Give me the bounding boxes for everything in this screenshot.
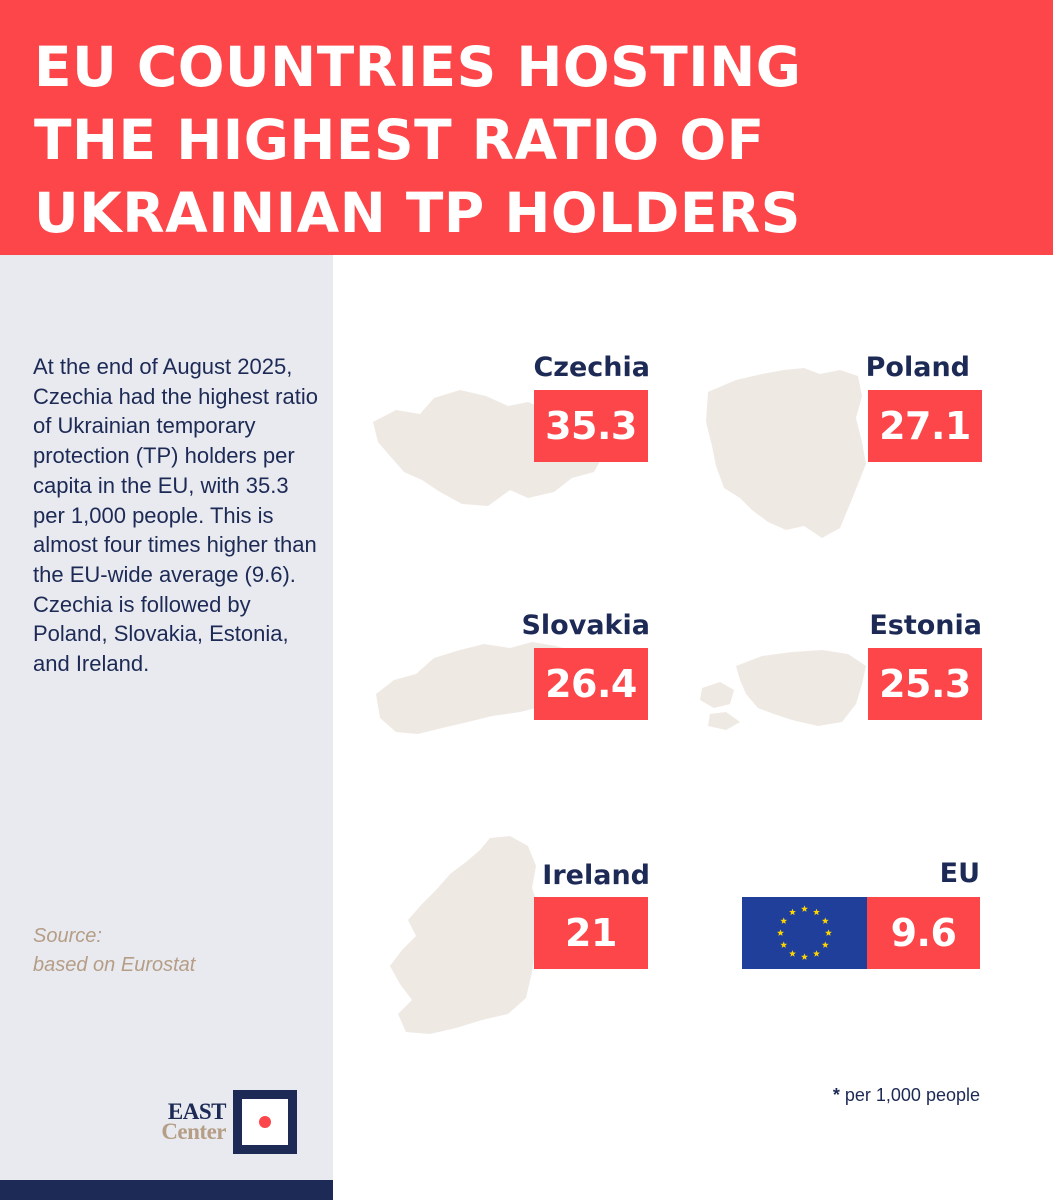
- value-czechia: 35.3: [545, 404, 637, 448]
- eu-star-icon: [813, 908, 820, 916]
- footnote-text: per 1,000 people: [839, 1085, 980, 1105]
- value-badge-poland: 27.1: [868, 390, 982, 462]
- footnote-asterisk: *: [832, 1085, 840, 1105]
- country-name-czechia: Czechia: [533, 352, 650, 383]
- source-text: based on Eurostat: [33, 953, 196, 976]
- panel-bottom-bar: [0, 1180, 333, 1200]
- eu-star-icon: [825, 929, 832, 936]
- country-name-poland: Poland: [865, 352, 970, 383]
- country-name-slovakia: Slovakia: [521, 610, 650, 641]
- eu-flag-icon: [742, 897, 867, 969]
- value-slovakia: 26.4: [545, 662, 637, 706]
- eu-star-icon: [821, 917, 829, 924]
- header-banner: EU COUNTRIES HOSTING THE HIGHEST RATIO O…: [0, 0, 1053, 255]
- eu-star-icon: [821, 941, 829, 948]
- eu-stars-icon: [777, 905, 832, 960]
- value-badge-eu: 9.6: [867, 897, 980, 969]
- logo-line-east: EAST: [167, 1099, 227, 1124]
- value-poland: 27.1: [879, 404, 971, 448]
- info-panel: [0, 255, 333, 1200]
- source-label: Source:: [33, 925, 102, 947]
- summary-text: At the end of August 2025, Czechia had t…: [33, 354, 318, 677]
- source-note: Source: based on Eurostat: [33, 922, 323, 979]
- country-name-eu: EU: [939, 858, 980, 889]
- east-center-logo: EAST Center: [148, 1090, 298, 1154]
- eu-star-icon: [801, 905, 808, 912]
- ireland-map-icon: [390, 836, 540, 1034]
- eu-star-icon: [789, 908, 796, 916]
- value-ireland: 21: [565, 911, 617, 955]
- eu-star-icon: [801, 953, 808, 960]
- estonia-map-icon: [700, 650, 866, 730]
- eu-star-icon: [780, 941, 788, 948]
- poland-map-icon: [706, 368, 866, 538]
- footnote: * per 1,000 people: [780, 1085, 980, 1106]
- logo-dot: [259, 1116, 271, 1128]
- eu-star-icon: [777, 929, 784, 936]
- value-badge-ireland: 21: [534, 897, 648, 969]
- value-badge-czechia: 35.3: [534, 390, 648, 462]
- eu-star-icon: [813, 950, 820, 957]
- logo-square-icon: [233, 1090, 297, 1154]
- value-badge-estonia: 25.3: [868, 648, 982, 720]
- country-name-ireland: Ireland: [542, 860, 650, 891]
- value-estonia: 25.3: [879, 662, 971, 706]
- value-badge-slovakia: 26.4: [534, 648, 648, 720]
- value-eu: 9.6: [890, 911, 957, 955]
- logo-line-center: Center: [161, 1119, 226, 1144]
- country-name-estonia: Estonia: [869, 610, 982, 641]
- eu-star-icon: [780, 917, 788, 924]
- eu-star-icon: [789, 950, 796, 957]
- page-title: EU COUNTRIES HOSTING THE HIGHEST RATIO O…: [34, 35, 802, 245]
